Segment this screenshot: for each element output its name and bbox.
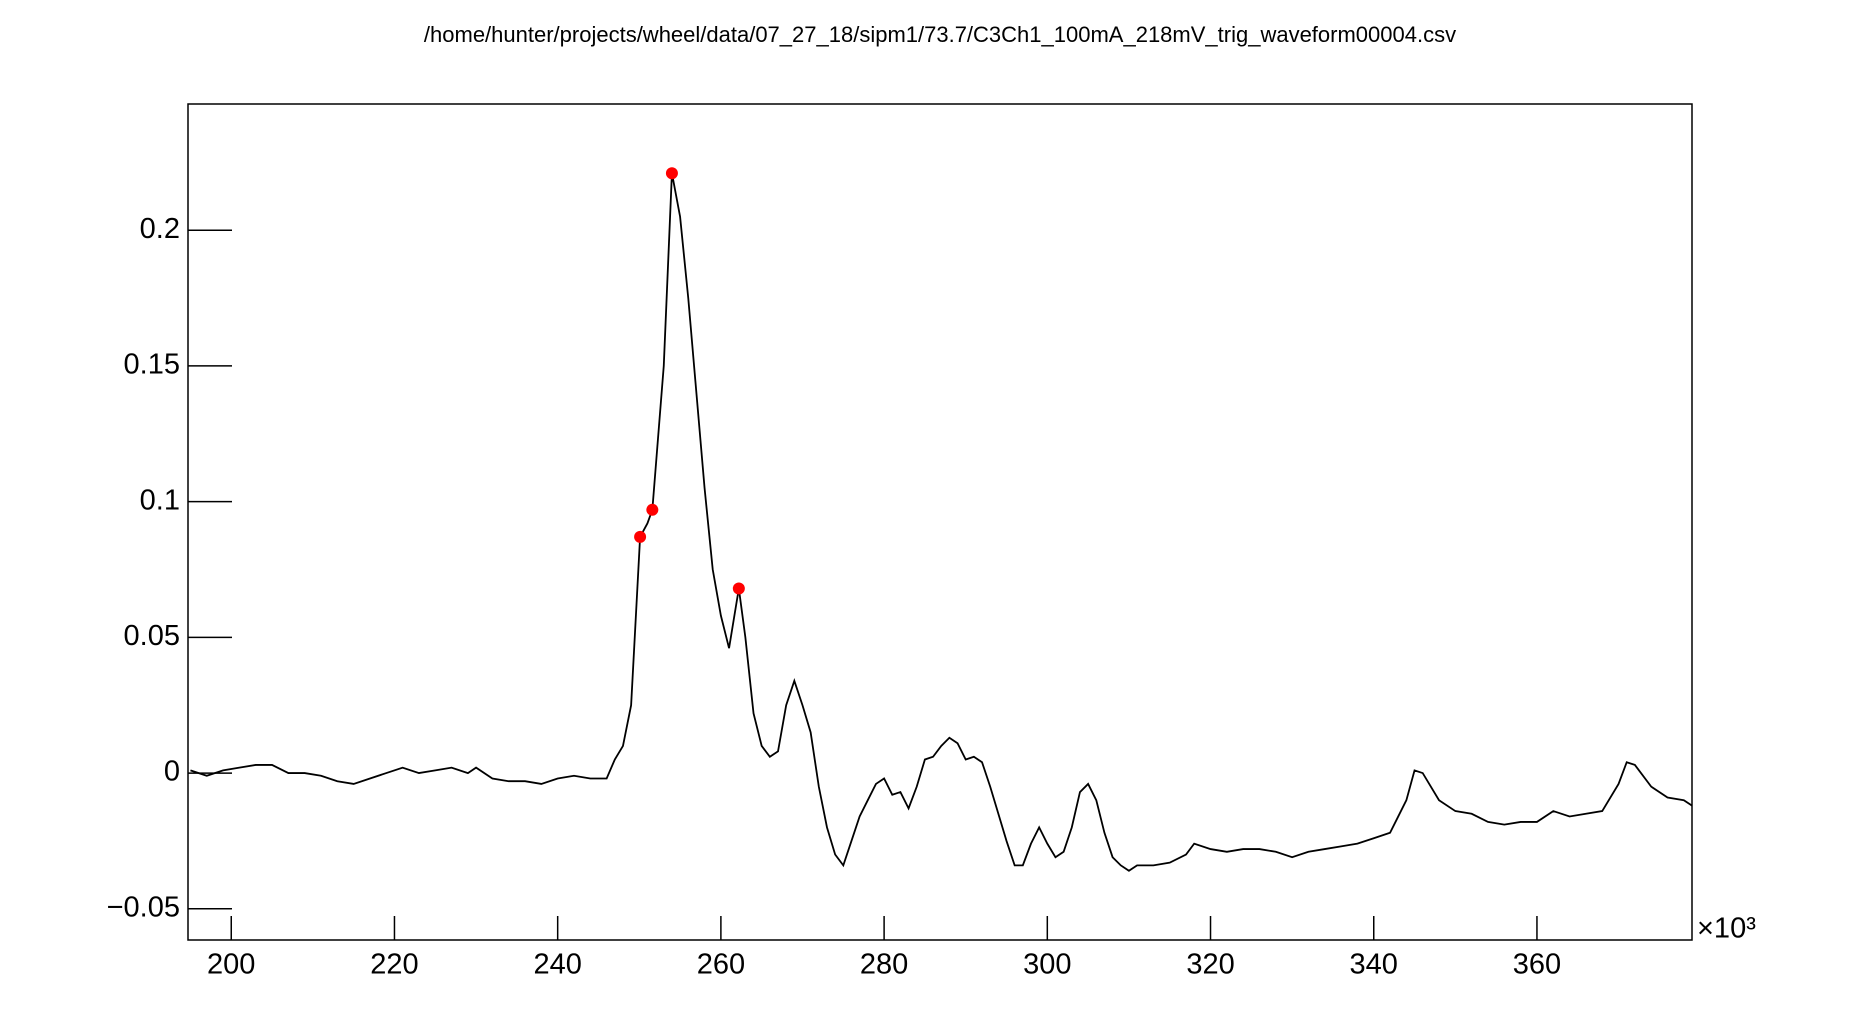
chart-title: /home/hunter/projects/wheel/data/07_27_1… — [424, 22, 1456, 47]
x-tick-label: 220 — [370, 949, 418, 981]
x-multiplier: ×10³ — [1697, 913, 1756, 945]
x-tick-label: 340 — [1350, 949, 1398, 981]
y-tick-label: 0.2 — [140, 213, 180, 245]
waveform — [190, 173, 1693, 872]
peak-marker — [732, 582, 745, 595]
x-tick-label: 360 — [1513, 949, 1561, 981]
y-tick-label: 0.15 — [124, 349, 180, 381]
x-tick-label: 260 — [697, 949, 745, 981]
x-tick-label: 240 — [533, 949, 581, 981]
peak-marker — [646, 503, 659, 516]
y-tick-label: 0 — [164, 756, 180, 788]
y-tick-label: 0.1 — [140, 484, 180, 516]
x-tick-label: 300 — [1023, 949, 1071, 981]
x-tick-label: 280 — [860, 949, 908, 981]
y-tick-label: 0.05 — [124, 620, 180, 652]
x-tick-label: 320 — [1186, 949, 1234, 981]
peak-marker — [634, 530, 647, 543]
x-tick-label: 200 — [207, 949, 255, 981]
y-tick-label: −0.05 — [107, 891, 180, 923]
peak-marker — [665, 167, 678, 180]
plot-frame — [187, 103, 1693, 941]
